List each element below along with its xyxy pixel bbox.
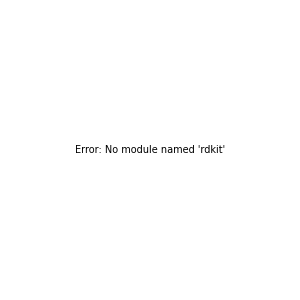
Text: Error: No module named 'rdkit': Error: No module named 'rdkit' xyxy=(75,145,225,155)
